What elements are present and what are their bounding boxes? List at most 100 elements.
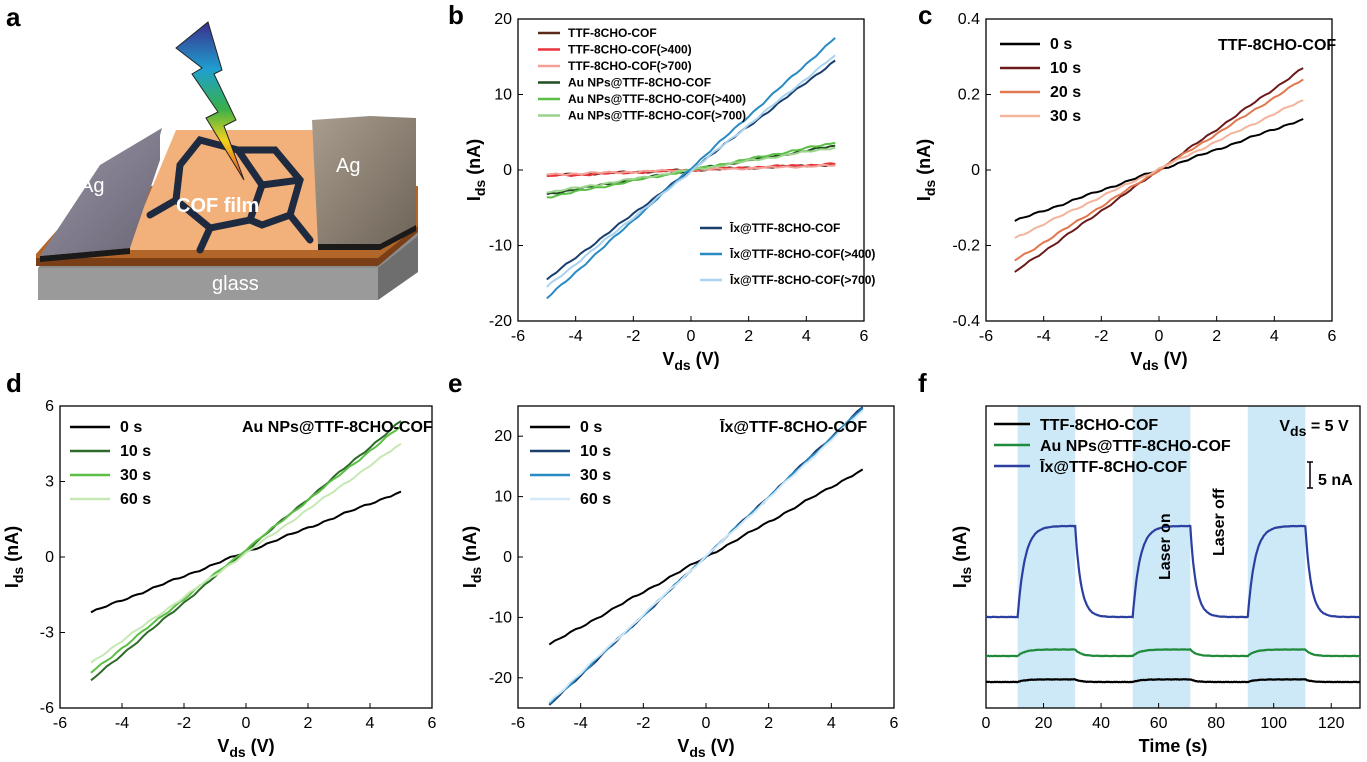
scale-bar-label: 5 nA xyxy=(1318,472,1353,489)
x-tick-label: 6 xyxy=(860,328,869,345)
x-tick-label: -4 xyxy=(569,328,583,345)
x-tick-label: 2 xyxy=(744,328,753,345)
series-line-4 xyxy=(90,442,402,664)
laser-on-band xyxy=(1247,406,1306,708)
cof-lattice xyxy=(146,136,314,254)
x-tick-label: 2 xyxy=(764,715,773,732)
x-tick-label: 4 xyxy=(827,715,836,732)
legend-label: TTF-8CHO-COF(>400) xyxy=(568,43,692,57)
series-line-1 xyxy=(985,678,1361,684)
y-axis-label: Ids (nA) xyxy=(950,526,974,588)
y-tick-label: 0 xyxy=(503,162,512,179)
x-tick-label: -2 xyxy=(626,328,640,345)
y-tick-label: 0 xyxy=(45,549,54,566)
x-tick-label: 4 xyxy=(802,328,811,345)
x-tick-label: 6 xyxy=(428,715,437,732)
ag-left-edge xyxy=(40,248,130,262)
legend-label: Au NPs@TTF-8CHO-COF(>700) xyxy=(568,109,746,123)
legend-label: 60 s xyxy=(580,491,611,508)
panel-title: TTF-8CHO-COF xyxy=(1218,37,1336,54)
x-tick-label: 100 xyxy=(1260,715,1287,732)
y-tick-label: -6 xyxy=(40,700,54,717)
y-axis-label: Ids (nA) xyxy=(2,526,26,588)
y-tick-label: -0.4 xyxy=(952,313,980,330)
y-axis-label: Ids (nA) xyxy=(464,139,488,201)
x-tick-label: 20 xyxy=(1035,715,1053,732)
series-line-8 xyxy=(546,37,836,300)
legend-label: TTF-8CHO-COF xyxy=(1040,417,1158,434)
legend-label: 10 s xyxy=(120,443,151,460)
series-line-4 xyxy=(548,410,864,703)
y-axis-label: Ids (nA) xyxy=(460,526,484,588)
legend-label: Au NPs@TTF-8CHO-COF(>400) xyxy=(568,92,746,106)
x-axis-label: Vds (V) xyxy=(662,349,719,373)
x-tick-label: 60 xyxy=(1150,715,1168,732)
chart-panel-c: c -6 -4 -2 0 2 4 6 -0.4 -0.2 0 0.2 0.4 Vds (V) Ids (nA… xyxy=(914,0,1337,373)
x-tick-label: 120 xyxy=(1318,715,1345,732)
legend-label: 10 s xyxy=(580,443,611,460)
panel-title: Au NPs@TTF-8CHO-COF xyxy=(242,419,433,436)
x-tick-label: 0 xyxy=(1155,328,1164,345)
x-axis-label: Vds (V) xyxy=(217,736,274,760)
panel-letter-a: a xyxy=(6,2,21,32)
series-line-9 xyxy=(546,54,836,288)
x-tick-label: -6 xyxy=(511,715,525,732)
ag-electrode-right xyxy=(312,116,416,244)
legend-label: 30 s xyxy=(1050,108,1081,125)
x-tick-label: -4 xyxy=(574,715,588,732)
legend-label: 30 s xyxy=(580,467,611,484)
legend-label: 30 s xyxy=(120,467,151,484)
y-tick-label: -3 xyxy=(40,625,54,642)
y-tick-label: 0 xyxy=(503,549,512,566)
ag-label-left: Ag xyxy=(80,175,104,197)
legend-label: 0 s xyxy=(120,419,142,436)
x-tick-label: -2 xyxy=(177,715,191,732)
y-tick-label: 0.4 xyxy=(958,11,980,28)
x-tick-label: 2 xyxy=(1212,328,1221,345)
legend-label: Īx@TTF-8CHO-COF xyxy=(729,221,840,235)
legend-label: Īx@TTF-8CHO-COF(>700) xyxy=(729,273,875,287)
cof-film-label: COF film xyxy=(176,195,259,217)
x-tick-label: -4 xyxy=(1037,328,1051,345)
glass-front xyxy=(38,268,378,300)
x-tick-label: 6 xyxy=(890,715,899,732)
light-bolt-icon xyxy=(175,21,245,181)
y-tick-label: 6 xyxy=(45,398,54,415)
y-tick-label: -10 xyxy=(489,609,512,626)
device-illustration: a Ag Ag COF film glass xyxy=(6,2,418,300)
panel-letter-d: d xyxy=(6,368,22,398)
panel-letter-b: b xyxy=(448,0,464,30)
plot-frame xyxy=(59,405,433,709)
x-axis-label: Vds (V) xyxy=(677,736,734,760)
series-line-3 xyxy=(985,524,1360,619)
y-tick-label: 10 xyxy=(494,87,512,104)
legend-label: TTF-8CHO-COF(>700) xyxy=(568,59,692,73)
legend-label: 20 s xyxy=(1050,84,1081,101)
panel-letter-c: c xyxy=(918,0,932,30)
y-tick-label: 3 xyxy=(45,474,54,491)
x-tick-label: 4 xyxy=(1270,328,1279,345)
legend-label: Au NPs@TTF-8CHO-COF xyxy=(568,76,711,90)
plot-frame xyxy=(985,405,1361,709)
x-tick-label: -2 xyxy=(636,715,650,732)
legend-label: Īx@TTF-8CHO-COF(>400) xyxy=(729,247,875,261)
y-tick-label: -10 xyxy=(489,238,512,255)
legend-label: 0 s xyxy=(580,419,602,436)
legend-label: TTF-8CHO-COF xyxy=(568,26,657,40)
y-tick-label: -0.2 xyxy=(952,238,980,255)
x-tick-label: 6 xyxy=(1328,328,1337,345)
legend-label: 60 s xyxy=(120,491,151,508)
series-line-3 xyxy=(90,425,402,674)
ag-label-right: Ag xyxy=(336,155,360,177)
chart-panel-d: d -6 -4 -2 0 2 4 6 -6 -3 0 3 6 Vds (V) Ids (nA) 0 s 10 s… xyxy=(2,368,437,760)
y-tick-label: 20 xyxy=(494,11,512,28)
panel-letter-f: f xyxy=(918,368,927,398)
glass-label: glass xyxy=(212,273,259,295)
y-tick-label: -20 xyxy=(489,313,512,330)
x-tick-label: 0 xyxy=(242,715,251,732)
x-tick-label: -2 xyxy=(1094,328,1108,345)
y-tick-label: 20 xyxy=(494,428,512,445)
laser-on-band xyxy=(1017,406,1076,708)
